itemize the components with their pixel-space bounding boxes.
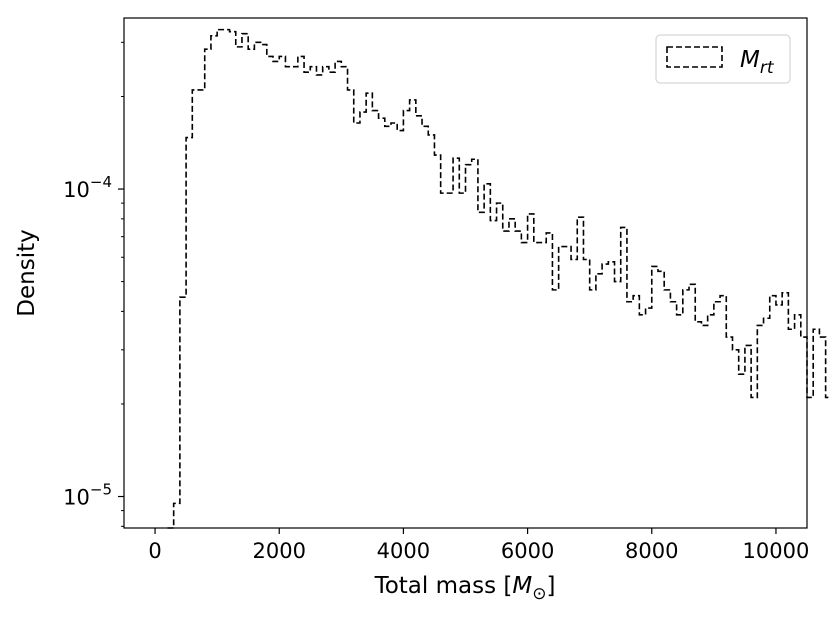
plot-background [124,18,807,528]
histogram-series-layer [167,28,831,529]
x-tick-label: 2000 [253,539,306,563]
x-axis-label: Total mass [M⊙] [374,573,556,604]
x-axis-ticks: 0 2000 4000 6000 8000 10000 [148,528,809,563]
y-tick-label: 10−5 [63,481,112,510]
y-axis-label: Density [14,229,40,316]
y-axis-ticks: 10−5 10−4 [63,41,124,527]
x-tick-label: 10000 [743,539,810,563]
y-tick-label: 10−4 [63,173,112,202]
x-tick-label: 4000 [377,539,430,563]
x-tick-label: 6000 [501,539,554,563]
histogram-series-mrt [167,28,831,529]
legend: Mrt [655,34,791,84]
x-tick-label: 8000 [625,539,678,563]
legend-swatch [666,46,723,68]
x-tick-label: 0 [148,539,161,563]
plot-frame [123,17,808,529]
